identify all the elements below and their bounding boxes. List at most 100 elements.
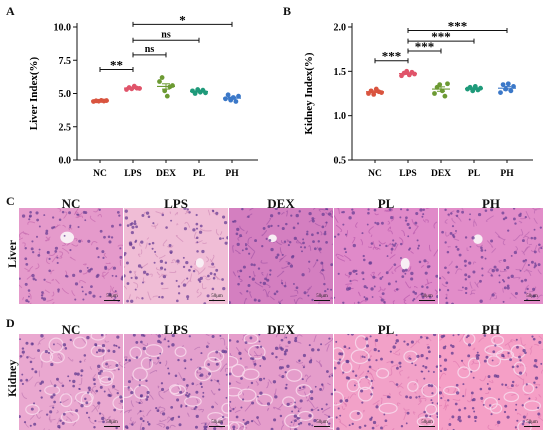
scale-bar-line (209, 426, 225, 427)
group-nc (91, 98, 109, 104)
scale-bar-label: 50μm (316, 420, 328, 425)
scale-bar-label: 50μm (316, 294, 328, 299)
y-axis-label: Liver Index(%) (28, 56, 40, 130)
data-point (442, 93, 448, 99)
x-tick-label: PH (500, 169, 514, 179)
data-point (162, 88, 168, 94)
group-ph (223, 92, 241, 104)
group-pl (190, 87, 208, 96)
significance-label: ** (110, 58, 123, 73)
column-header-liver-pl: PL (377, 196, 395, 211)
micrograph-liver-pl: 50μm (334, 208, 438, 304)
scale-bar-label: 50μm (421, 294, 433, 299)
scale-bar-line (419, 426, 435, 427)
data-point (223, 96, 228, 102)
scale-bar-label: 50μm (211, 420, 223, 425)
x-tick-label: PL (468, 169, 480, 179)
scale-bar-label: 50μm (526, 294, 538, 299)
x-tick-label: LPS (399, 169, 416, 179)
data-point (371, 91, 377, 97)
micrograph-liver-ph: 50μm (439, 208, 543, 304)
liver-index-chart: Liver Index(%) 0.0 2.5 5.0 7.5 10.0 NC LPS DEX PL… (28, 12, 258, 179)
y-tick-label: 0.5 (334, 156, 347, 167)
data-point (498, 90, 503, 96)
scale-bar-label: 50μm (211, 294, 223, 299)
micrograph-kidney-lps: 50μm (124, 334, 228, 430)
group-dex (157, 75, 175, 99)
y-tick-label: 2.0 (334, 23, 347, 34)
micrograph-kidney-ph: 50μm (439, 334, 543, 430)
tissue-texture (19, 208, 123, 304)
data-point (164, 93, 170, 99)
scale-bar-label: 50μm (106, 420, 118, 425)
tissue-texture (229, 334, 333, 430)
scale-bar: 50μm (524, 294, 540, 301)
micrograph-liver-lps: 50μm (124, 208, 228, 304)
tissue-texture (124, 208, 228, 304)
y-tick-label: 7.5 (59, 56, 72, 67)
column-header-kidney-lps: LPS (164, 322, 188, 337)
tissue-texture (19, 334, 123, 430)
scale-bar-label: 50μm (526, 420, 538, 425)
row-label-kidney: Kidney (5, 359, 19, 397)
scale-bar: 50μm (524, 420, 540, 427)
column-header-kidney-nc: NC (61, 322, 81, 337)
significance-label: ns (145, 44, 155, 55)
data-point (445, 81, 450, 87)
significance-label: *** (382, 49, 402, 64)
column-header-kidney-pl: PL (377, 322, 395, 337)
row-label-liver: Liver (5, 240, 19, 268)
tissue-texture (439, 334, 543, 430)
data-point (159, 75, 165, 80)
scale-bar-line (524, 426, 540, 427)
y-tick-label: 1.5 (334, 67, 347, 78)
group-ph (498, 81, 516, 96)
data-point (505, 81, 511, 87)
scale-bar-line (524, 300, 540, 301)
data-point (379, 90, 384, 96)
scale-bar: 50μm (314, 420, 330, 427)
scale-bar-label: 50μm (106, 294, 118, 299)
x-tick-label: DEX (431, 169, 451, 179)
kidney-index-chart: Kidney Index(%) 0.5 1.0 1.5 2.0 NC LPS DEX PL PH *… (303, 19, 533, 179)
y-tick-label: 5.0 (59, 89, 72, 100)
tissue-texture (439, 208, 543, 304)
scale-bar-line (209, 300, 225, 301)
y-axis-label: Kidney Index(%) (303, 52, 315, 135)
scale-bar: 50μm (209, 420, 225, 427)
micrograph-liver-nc: 50μm (19, 208, 123, 304)
group-dex (432, 81, 450, 99)
scale-bar-line (314, 300, 330, 301)
scale-bar-line (314, 426, 330, 427)
x-tick-label: NC (368, 169, 382, 179)
data-point (432, 91, 437, 96)
y-tick-label: 10.0 (54, 23, 72, 34)
data-point (233, 99, 239, 104)
tissue-texture (334, 334, 438, 430)
panel-letter-a: A (6, 4, 15, 18)
x-tick-label: PH (225, 169, 239, 179)
micrograph-kidney-dex: 50μm (229, 334, 333, 430)
data-point (225, 92, 231, 98)
scale-bar: 50μm (209, 294, 225, 301)
micrograph-kidney-nc: 50μm (19, 334, 123, 430)
tissue-texture (124, 334, 228, 430)
micrograph-liver-dex: 50μm (229, 208, 333, 304)
scale-bar: 50μm (419, 294, 435, 301)
data-point (437, 82, 443, 88)
x-tick-label: DEX (156, 169, 176, 179)
data-point (170, 83, 175, 88)
data-point (500, 82, 506, 88)
significance-label: *** (415, 39, 435, 54)
y-tick-label: 2.5 (59, 122, 72, 133)
column-header-kidney-dex: DEX (267, 322, 295, 337)
significance-label: *** (448, 19, 468, 34)
panel-letter-d: D (6, 316, 15, 330)
data-point (157, 79, 162, 84)
scale-bar-line (104, 300, 120, 301)
data-point (508, 88, 514, 94)
group-nc (366, 86, 384, 97)
y-tick-label: 0.0 (59, 156, 72, 167)
panel-letter-b: B (283, 4, 292, 18)
scale-bar: 50μm (104, 294, 120, 301)
